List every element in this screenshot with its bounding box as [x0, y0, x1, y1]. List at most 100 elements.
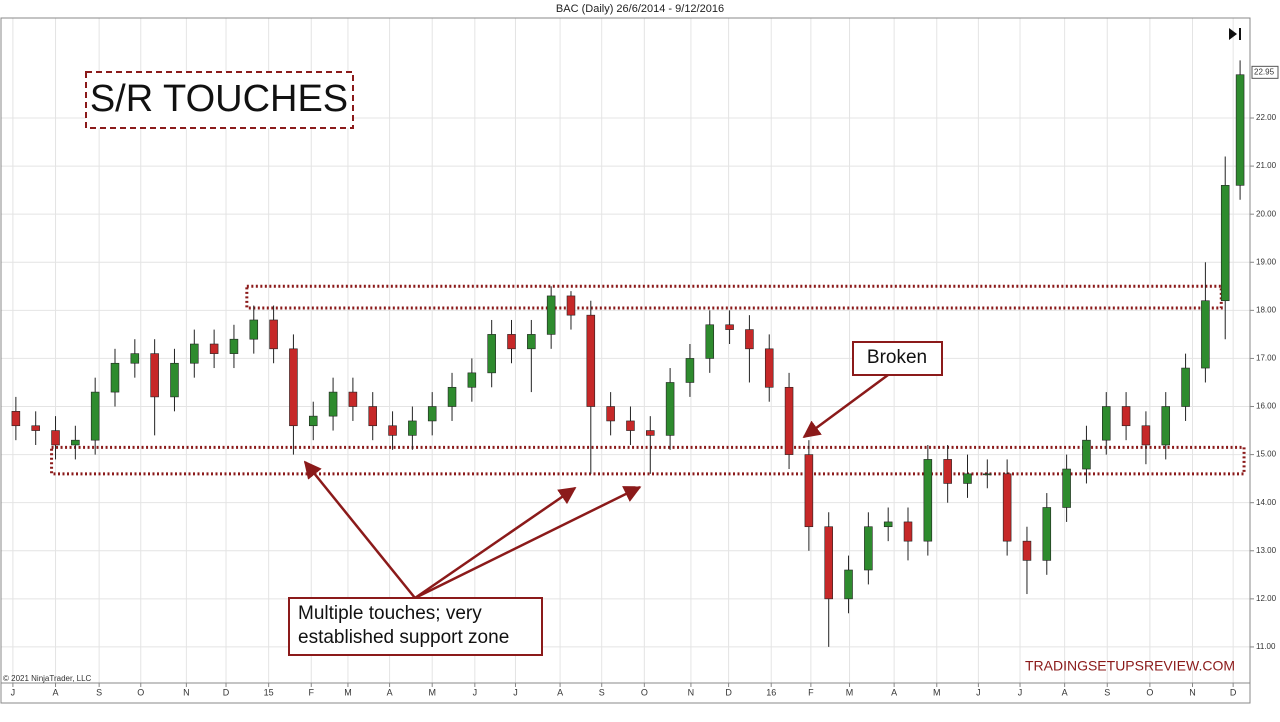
last-price-box	[1251, 65, 1279, 79]
x-tick-label: O	[1146, 687, 1153, 697]
arrow	[414, 485, 642, 600]
candle-body	[646, 430, 655, 436]
candle-body	[1201, 300, 1210, 369]
candle-body	[784, 386, 794, 455]
candle-body	[487, 334, 496, 374]
candle-body	[1022, 540, 1032, 561]
sr-zone	[50, 445, 1246, 476]
x-tick-label: S	[1104, 687, 1110, 697]
zones	[50, 284, 1246, 476]
arrow	[802, 373, 889, 439]
candle-body	[665, 382, 675, 436]
candle-body	[328, 391, 338, 417]
candle-body	[1002, 473, 1012, 542]
x-tick-label: A	[557, 687, 563, 697]
candle-body	[11, 411, 21, 427]
y-tick-label: 17.00	[1256, 354, 1277, 363]
candle-body	[308, 415, 318, 427]
candle-body	[824, 526, 833, 600]
candle-body	[685, 358, 695, 383]
candle-body	[1082, 439, 1091, 470]
candle-body	[507, 334, 516, 350]
broken-box	[852, 341, 943, 376]
x-tick-label: 15	[264, 687, 274, 697]
x-tick-label: N	[1189, 687, 1196, 697]
candle-body	[368, 406, 377, 427]
candle-body	[249, 319, 259, 340]
x-tick-label: N	[183, 687, 190, 697]
x-tick-label: M	[933, 687, 941, 697]
y-tick-label: 15.00	[1256, 450, 1277, 459]
watermark: TRADINGSETUPSREVIEW.COM	[1025, 658, 1235, 674]
candle-body	[130, 353, 140, 364]
candle-body	[705, 324, 715, 359]
scroll-end-icon[interactable]	[1229, 28, 1241, 40]
x-tick-label: A	[1062, 687, 1068, 697]
axes: 11.00 12.00 13.00 14.00 15.00 16.00 17.00 18.00…	[11, 65, 1279, 697]
x-tick-label: J	[1018, 687, 1023, 697]
sr-zone	[245, 284, 1223, 310]
y-tick-label: 22.00	[1256, 113, 1277, 122]
x-tick-label: D	[223, 687, 230, 697]
x-tick-label: 16	[766, 687, 776, 697]
candle-body	[606, 406, 615, 422]
candle-body	[586, 314, 596, 407]
candle-body	[1220, 185, 1230, 302]
x-tick-label: D	[1230, 687, 1237, 697]
x-tick-label: A	[387, 687, 393, 697]
candle-body	[229, 338, 239, 354]
candle-body	[725, 324, 734, 330]
candle-body	[546, 295, 556, 335]
candle-body	[1042, 507, 1052, 561]
candle-body	[209, 343, 219, 354]
candle-body	[90, 391, 100, 441]
candle-body	[527, 334, 536, 350]
support-label: Multiple touches; very	[298, 603, 482, 624]
candle-body	[1181, 367, 1190, 407]
x-tick-label: J	[976, 687, 981, 697]
candle-body	[864, 526, 873, 571]
candle-body	[150, 353, 159, 398]
x-tick-label: F	[808, 687, 814, 697]
candle-body	[51, 430, 60, 446]
candle-body	[963, 473, 972, 484]
x-tick-label: J	[473, 687, 478, 697]
x-tick-label: O	[137, 687, 144, 697]
broken-label: Broken	[867, 347, 927, 368]
candle-body	[903, 521, 913, 542]
arrow	[414, 486, 577, 600]
x-axis-frame	[0, 682, 1251, 704]
candle-body	[269, 319, 278, 350]
candle-body	[467, 372, 477, 388]
candle-body	[566, 295, 576, 316]
candle-body	[883, 521, 893, 528]
x-tick-label: M	[428, 687, 436, 697]
candle-body	[844, 569, 853, 600]
heading-box	[85, 71, 354, 129]
candle-body	[447, 386, 457, 407]
candle-body	[190, 343, 199, 364]
x-tick-label: S	[96, 687, 102, 697]
candle-body	[943, 459, 952, 484]
candle-body	[348, 391, 358, 407]
candle-body	[110, 362, 120, 393]
candle-body	[427, 406, 437, 422]
copyright: © 2021 NinjaTrader, LLC	[3, 674, 92, 683]
y-tick-label: 19.00	[1256, 257, 1277, 266]
candle-body	[289, 348, 298, 427]
x-tick-label: M	[344, 687, 352, 697]
x-tick-label: N	[688, 687, 695, 697]
candle-body	[408, 420, 417, 436]
y-tick-label: 18.00	[1256, 305, 1277, 314]
last-price-label: 22.95	[1254, 67, 1275, 76]
candle-body	[1102, 406, 1111, 441]
y-tick-label: 11.00	[1256, 642, 1276, 651]
candle-body	[745, 329, 754, 350]
candle-body	[170, 362, 179, 398]
support-label: established support zone	[298, 627, 509, 648]
support-box	[288, 597, 543, 656]
x-tick-label: F	[309, 687, 315, 697]
candle-body	[1161, 406, 1171, 446]
y-tick-label: 16.00	[1256, 402, 1277, 411]
candles	[11, 60, 1245, 647]
